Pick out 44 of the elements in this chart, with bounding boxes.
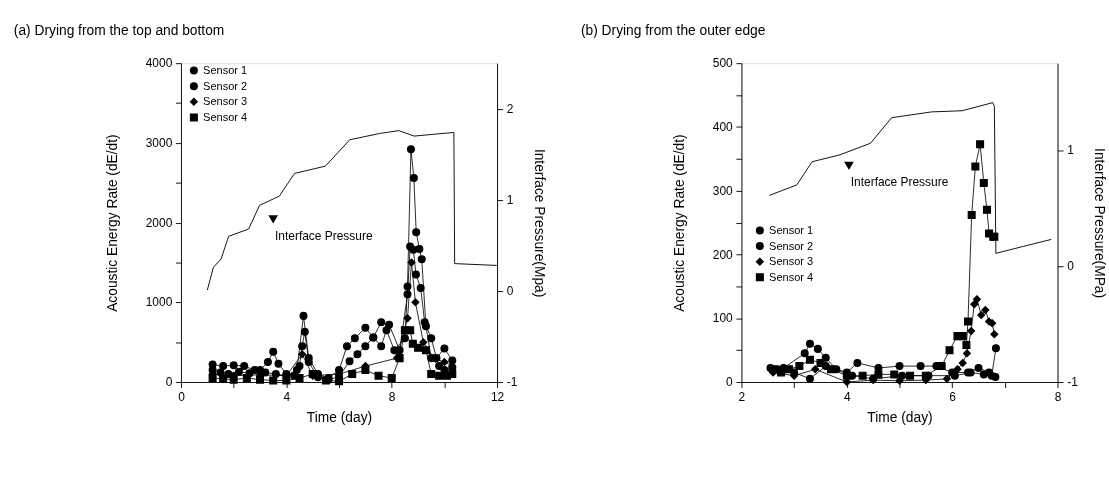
legend-label: Sensor 3 xyxy=(203,95,248,108)
y-tick-label: 1000 xyxy=(145,295,173,310)
y-tick-label: 200 xyxy=(712,247,734,262)
x-axis-title: Time (day) xyxy=(306,410,373,425)
y2-axis-title: Interface Pressure(Mpa) xyxy=(531,148,547,298)
y-tick-label: 100 xyxy=(712,311,734,326)
y-tick-label: 400 xyxy=(712,120,734,135)
y-tick-label: 0 xyxy=(165,375,173,390)
y2-tick-label: 0 xyxy=(506,284,514,299)
x-tick-label: 4 xyxy=(843,389,851,404)
y2-tick-label: -1 xyxy=(506,375,518,390)
y2-tick-label: 1 xyxy=(506,192,514,207)
x-tick-label: 12 xyxy=(490,389,505,404)
y2-tick-label: 2 xyxy=(506,101,514,116)
annotation: Interface Pressure xyxy=(275,228,373,243)
y-tick-label: 0 xyxy=(726,375,734,390)
legend-label: Sensor 4 xyxy=(769,270,814,283)
legend-label: Sensor 2 xyxy=(769,239,814,252)
x-tick-label: 6 xyxy=(949,389,957,404)
chart-title: (a) Drying from the top and bottom xyxy=(13,22,225,38)
y-axis-title: Acoustic Energy Rate (dE/dt) xyxy=(672,134,688,312)
legend-label: Sensor 1 xyxy=(769,224,814,237)
x-tick-label: 2 xyxy=(738,389,746,404)
y2-axis-title: Interface Pressure(MPa) xyxy=(1092,148,1108,299)
x-tick-label: 4 xyxy=(283,389,291,404)
y-tick-label: 3000 xyxy=(145,136,173,151)
legend-label: Sensor 4 xyxy=(203,111,248,124)
chart-title: (b) Drying from the outer edge xyxy=(580,22,766,38)
y2-tick-label: 0 xyxy=(1067,259,1075,274)
legend-label: Sensor 2 xyxy=(203,79,248,92)
x-tick-label: 8 xyxy=(388,389,396,404)
y-tick-label: 2000 xyxy=(145,215,173,230)
y2-tick-label: 1 xyxy=(1067,143,1075,158)
legend-label: Sensor 3 xyxy=(769,255,814,268)
x-axis-title: Time (day) xyxy=(867,410,933,425)
x-tick-label: 0 xyxy=(178,389,186,404)
y2-tick-label: -1 xyxy=(1067,375,1079,390)
legend-label: Sensor 1 xyxy=(203,64,248,77)
y-tick-label: 500 xyxy=(712,56,734,71)
y-tick-label: 300 xyxy=(712,183,734,198)
x-tick-label: 8 xyxy=(1054,389,1062,404)
y-tick-label: 4000 xyxy=(145,56,173,71)
y-axis-title: Acoustic Energy Rate (dE/dt) xyxy=(105,134,121,312)
annotation: Interface Pressure xyxy=(850,175,949,190)
